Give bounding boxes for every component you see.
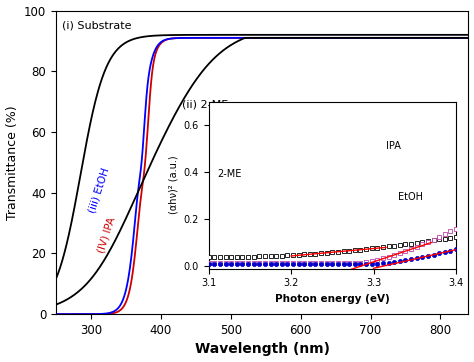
X-axis label: Wavelength (nm): Wavelength (nm) xyxy=(195,342,330,357)
Text: (iii) EtOH: (iii) EtOH xyxy=(87,167,111,215)
Text: (ii) 2-ME: (ii) 2-ME xyxy=(182,100,228,110)
Text: (i) Substrate: (i) Substrate xyxy=(62,21,131,31)
Text: (IV) IPA: (IV) IPA xyxy=(96,216,117,254)
Y-axis label: Transmittance (%): Transmittance (%) xyxy=(6,105,18,220)
